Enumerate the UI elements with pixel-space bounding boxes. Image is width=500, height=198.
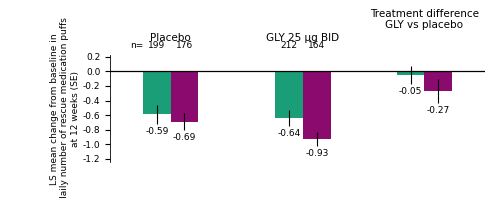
Text: -0.59: -0.59: [145, 127, 169, 136]
Text: Treatment difference
GLY vs placebo: Treatment difference GLY vs placebo: [370, 9, 479, 30]
Text: GLY 25 μg BID: GLY 25 μg BID: [266, 33, 340, 43]
Text: 164: 164: [308, 41, 326, 50]
Text: 176: 176: [176, 41, 193, 50]
Bar: [303, 71, 330, 139]
Text: -0.05: -0.05: [399, 87, 422, 96]
Text: 212: 212: [280, 41, 297, 50]
Text: -0.27: -0.27: [426, 106, 450, 115]
Text: n=: n=: [130, 41, 143, 50]
Bar: [424, 71, 452, 91]
Bar: [397, 71, 424, 75]
Text: -0.93: -0.93: [305, 149, 328, 158]
Bar: [143, 71, 171, 114]
Text: 199: 199: [148, 41, 166, 50]
Bar: [170, 71, 198, 122]
Text: -0.64: -0.64: [278, 129, 301, 138]
Text: Placebo: Placebo: [150, 33, 191, 43]
Text: -0.69: -0.69: [173, 133, 196, 142]
Bar: [276, 71, 303, 118]
Y-axis label: LS mean change from baseline in
daily number of rescue medication puffs
at 12 we: LS mean change from baseline in daily nu…: [50, 17, 80, 198]
